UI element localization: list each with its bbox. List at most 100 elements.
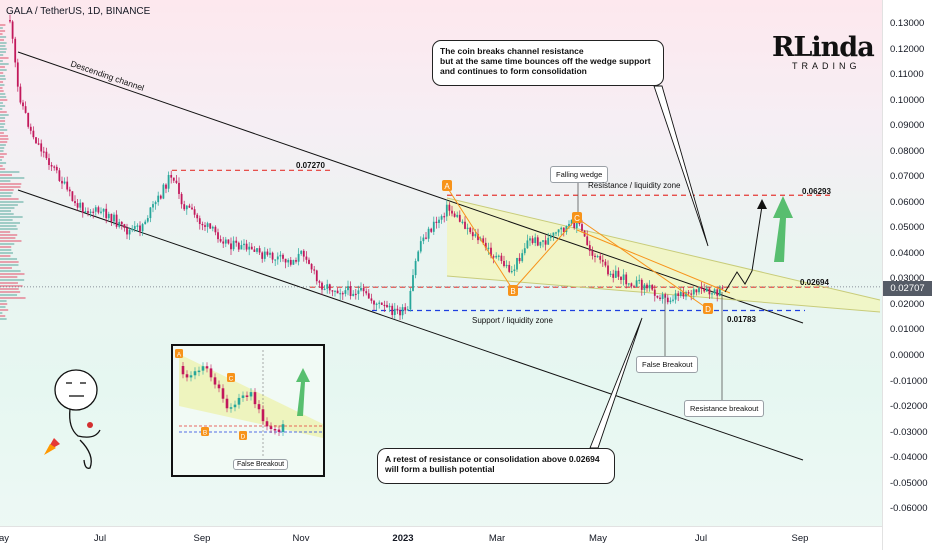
candle-body	[419, 241, 422, 252]
volume-profile-bar	[0, 126, 4, 128]
price-tick: -0.06000	[890, 503, 928, 515]
candle-body	[482, 238, 485, 243]
candle-body	[81, 202, 84, 213]
callout-top-line: but at the same time bounces off the wed…	[440, 56, 651, 66]
candle-body	[555, 232, 557, 234]
candle-body	[162, 184, 165, 199]
candle-body	[354, 293, 357, 296]
candle-body	[237, 242, 240, 250]
candle-body	[669, 300, 672, 303]
volume-profile-bar	[0, 84, 5, 86]
candle-body	[523, 248, 526, 254]
candle-body	[487, 247, 490, 249]
price-tick: 0.01000	[890, 324, 925, 336]
price-tick: 0.03000	[890, 273, 925, 285]
character-gadget	[87, 422, 93, 428]
candle-body	[40, 143, 43, 152]
candle-body	[336, 290, 339, 294]
candle-body	[388, 305, 391, 308]
candle-body	[128, 229, 131, 235]
volume-profile-bar	[0, 78, 6, 80]
price-tick: -0.01000	[890, 375, 928, 387]
candle-body	[217, 232, 219, 240]
candle-body	[640, 279, 643, 290]
volume-profile-bar	[0, 222, 20, 224]
candle-body	[71, 191, 74, 202]
falling-wedge-label: Falling wedge	[550, 166, 609, 183]
candle-body	[159, 195, 162, 199]
candle-body	[204, 225, 206, 227]
candle-body	[315, 270, 318, 282]
candle-body	[214, 226, 217, 233]
inset-point-bg	[227, 373, 235, 382]
inset-candle-body	[265, 421, 269, 427]
candle-body	[22, 102, 24, 107]
candle-body	[500, 255, 503, 262]
volume-profile-bar	[0, 147, 5, 149]
inset-candle-body	[193, 371, 197, 376]
candle-body	[599, 256, 602, 260]
candle-body	[126, 227, 128, 235]
inset-point-bg	[175, 349, 183, 358]
candle-body	[105, 208, 108, 219]
candle-body	[549, 235, 552, 238]
time-tick: Jul	[93, 533, 107, 544]
price-tick: 0.09000	[890, 120, 925, 132]
candle-body	[427, 228, 430, 239]
candle-body	[357, 290, 360, 294]
volume-profile-bar	[0, 102, 3, 104]
candle-body	[414, 261, 417, 276]
candle-body	[178, 182, 180, 194]
inset-candle-body	[233, 404, 237, 408]
candle-body	[32, 130, 35, 138]
candle-body	[365, 291, 368, 294]
candle-body	[222, 241, 225, 244]
inset-point-marker: A	[177, 352, 182, 359]
candle-body	[185, 205, 188, 210]
candle-body	[110, 213, 113, 222]
false-breakout-label: False Breakout	[636, 356, 699, 373]
candle-body	[674, 293, 677, 300]
candle-body	[412, 275, 414, 291]
volume-profile-bar	[0, 39, 4, 41]
candle-body	[575, 222, 578, 229]
candle-body	[344, 290, 347, 294]
candle-body	[526, 240, 529, 249]
volume-profile-bar	[0, 303, 8, 305]
candle-body	[245, 243, 248, 250]
volume-profile-bar	[0, 246, 12, 248]
candle-body	[440, 216, 443, 220]
candle-body	[607, 265, 609, 275]
price-axis[interactable]	[882, 0, 932, 550]
point-a-marker: A	[444, 182, 450, 191]
abcd-trend-line	[576, 229, 731, 294]
candle-body	[227, 239, 230, 244]
inset-candle-body	[205, 366, 209, 369]
candle-body	[61, 180, 63, 184]
candle-body	[666, 297, 669, 303]
point-a-marker-bg	[442, 180, 452, 191]
volume-profile-bar	[0, 171, 20, 173]
inset-point-bg	[201, 427, 209, 436]
volume-profile-bar	[0, 105, 6, 107]
price-tick: 0.12000	[890, 43, 925, 55]
volume-profile-bar	[0, 288, 19, 290]
candle-body	[115, 214, 118, 227]
candle-body	[58, 170, 61, 181]
candle-body	[432, 221, 435, 232]
volume-profile-bar	[0, 75, 6, 77]
volume-profile-bar	[0, 168, 6, 170]
candle-body	[100, 211, 102, 213]
callout-top: The coin breaks channel resistance but a…	[432, 40, 664, 86]
volume-profile-bar	[0, 312, 3, 314]
time-tick: Nov	[292, 533, 310, 544]
candle-body	[451, 210, 453, 214]
candle-body	[557, 229, 560, 233]
candle-body	[692, 289, 695, 295]
time-axis[interactable]	[0, 526, 882, 550]
candle-body	[687, 292, 690, 294]
time-tick: Mar	[488, 533, 506, 544]
candle-body	[698, 287, 700, 293]
